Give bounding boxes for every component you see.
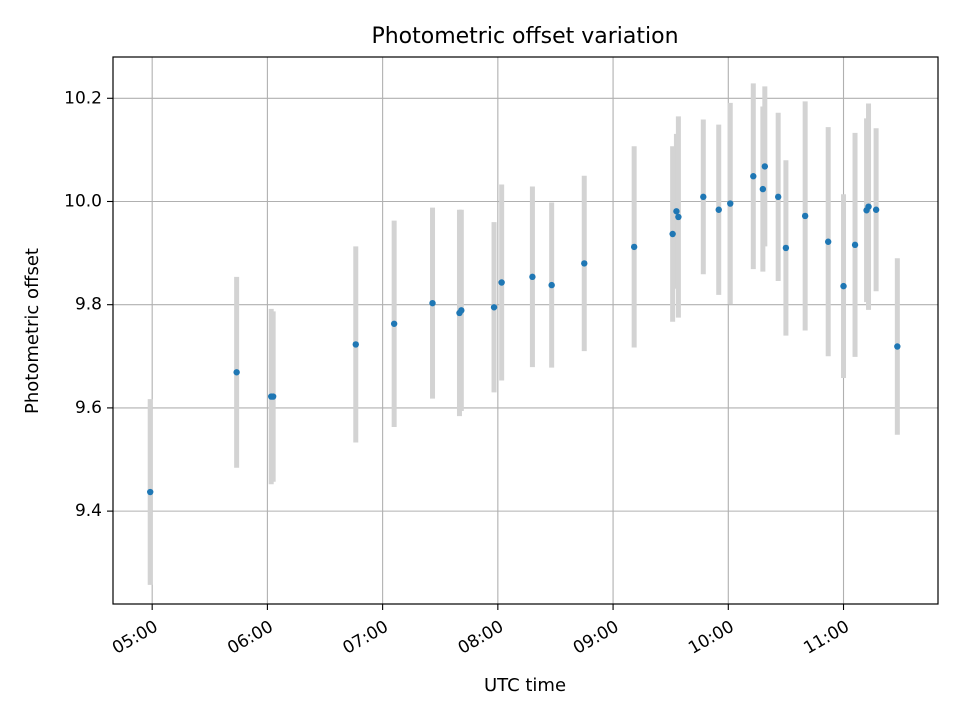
data-point bbox=[761, 163, 769, 170]
y-tick-label: 10.2 bbox=[64, 88, 102, 108]
data-point bbox=[840, 282, 847, 290]
data-point bbox=[675, 213, 682, 221]
y-axis-ticks: 9.4 9.6 9.8 10.0 10.2 bbox=[64, 88, 113, 521]
data-point bbox=[715, 206, 722, 213]
x-axis-label: UTC time bbox=[484, 675, 566, 696]
data-point bbox=[851, 241, 859, 249]
data-point bbox=[233, 369, 240, 376]
y-tick-label: 10.0 bbox=[64, 191, 102, 211]
data-point bbox=[669, 230, 676, 238]
data-point bbox=[269, 393, 277, 400]
chart-title: Photometric offset variation bbox=[371, 24, 678, 49]
data-point bbox=[750, 173, 757, 180]
data-point bbox=[727, 200, 734, 207]
y-tick-label: 9.4 bbox=[75, 501, 102, 521]
data-point bbox=[548, 281, 555, 289]
data-point bbox=[824, 238, 832, 245]
data-point bbox=[352, 341, 359, 348]
data-point bbox=[581, 260, 588, 267]
data-point bbox=[700, 193, 707, 201]
y-tick-label: 9.8 bbox=[75, 295, 102, 315]
data-point bbox=[801, 212, 809, 220]
data-point bbox=[529, 273, 536, 281]
y-tick-label: 9.6 bbox=[75, 398, 102, 418]
data-point bbox=[782, 244, 790, 252]
data-point bbox=[498, 279, 505, 286]
data-point bbox=[759, 185, 767, 193]
data-point bbox=[147, 488, 154, 496]
data-points bbox=[147, 163, 901, 496]
data-point bbox=[490, 304, 498, 311]
y-axis-label: Photometric offset bbox=[22, 248, 43, 414]
data-point bbox=[872, 206, 880, 213]
data-point bbox=[458, 307, 465, 314]
data-point bbox=[865, 203, 872, 210]
data-point bbox=[429, 299, 436, 307]
data-point bbox=[673, 208, 680, 215]
data-point bbox=[390, 320, 398, 327]
data-point bbox=[894, 343, 901, 350]
data-point bbox=[630, 243, 638, 251]
data-point bbox=[774, 193, 782, 201]
plot-area-frame bbox=[112, 56, 939, 605]
